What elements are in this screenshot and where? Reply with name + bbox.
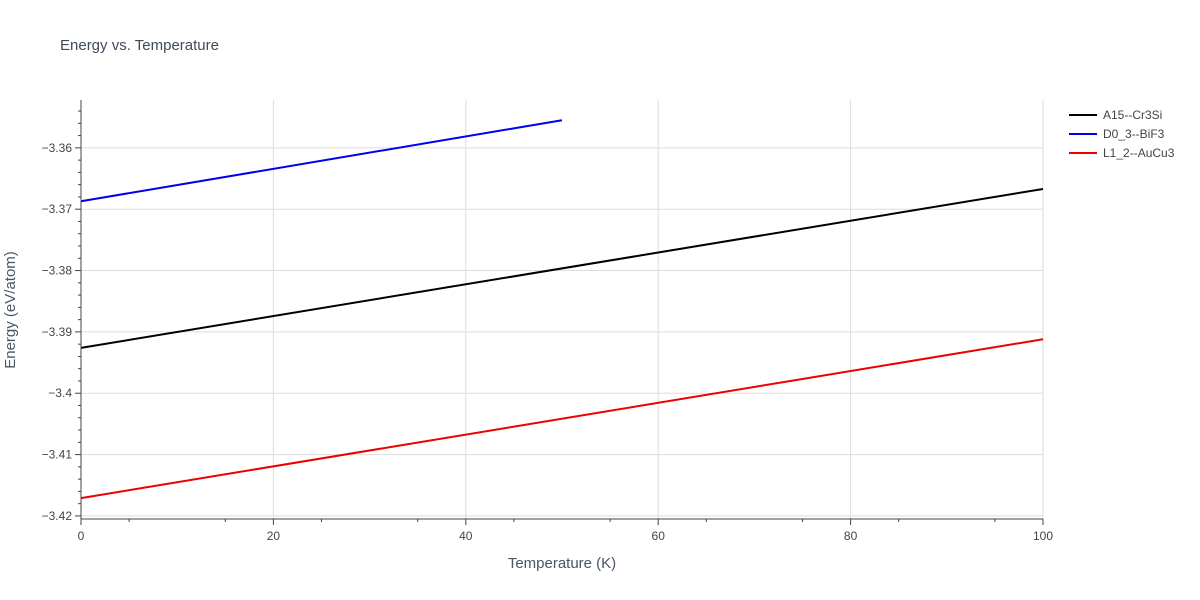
y-tick-label: −3.36 (42, 141, 73, 155)
x-tick-label: 60 (652, 529, 666, 543)
series-line-3 (80, 338, 1044, 500)
y-axis-title: Energy (eV/atom) (2, 251, 19, 369)
series-line-2 (80, 119, 563, 203)
legend-item[interactable]: D0_3--BiF3 (1069, 127, 1165, 141)
series-layer (80, 119, 1044, 500)
grid-layer (81, 100, 1044, 519)
legend-label: D0_3--BiF3 (1103, 127, 1165, 141)
y-tick-label: −3.42 (42, 509, 73, 523)
x-axis-title: Temperature (K) (508, 555, 616, 572)
legend: A15--Cr3Si D0_3--BiF3 L1_2--AuCu3 (1069, 108, 1175, 160)
x-tick-label: 0 (78, 529, 85, 543)
x-tick-label: 40 (459, 529, 473, 543)
y-tick-label: −3.39 (42, 325, 73, 339)
legend-item[interactable]: A15--Cr3Si (1069, 108, 1162, 122)
x-tick-label: 80 (844, 529, 858, 543)
legend-label: A15--Cr3Si (1103, 108, 1162, 122)
y-tick-label: −3.37 (42, 202, 73, 216)
x-tick-label: 20 (267, 529, 281, 543)
y-tick-label: −3.4 (48, 386, 72, 400)
axis-layer: 0 20 40 60 80 100 −3.42 −3.41 −3.4 −3.39 −3.38 −3.3… (42, 100, 1053, 543)
x-tick-label: 100 (1033, 529, 1053, 543)
y-tick-label: −3.38 (42, 264, 73, 278)
chart-title: Energy vs. Temperature (60, 37, 219, 54)
series-line-1 (80, 187, 1044, 349)
y-tick-label: −3.41 (42, 448, 73, 462)
legend-item[interactable]: L1_2--AuCu3 (1069, 146, 1175, 160)
legend-label: L1_2--AuCu3 (1103, 146, 1175, 160)
